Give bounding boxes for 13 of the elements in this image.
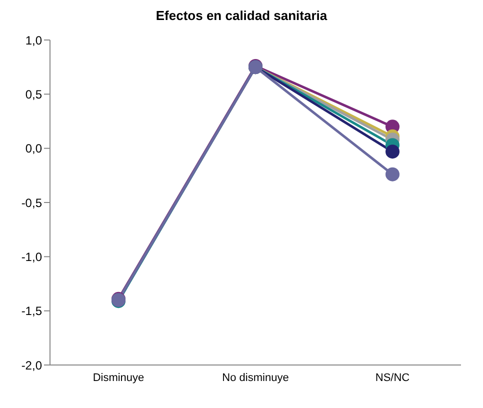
- x-tick-label: Disminuye: [92, 372, 144, 384]
- point: [386, 144, 400, 159]
- point: [386, 167, 400, 182]
- y-tick-label: -0,5: [21, 196, 42, 210]
- y-tick-label: 0,0: [25, 142, 42, 156]
- y-tick-label: 1,0: [25, 33, 42, 48]
- x-tick-label: NS/NC: [375, 372, 410, 384]
- y-tick-label: -1,0: [21, 250, 42, 264]
- y-tick-label: -1,5: [21, 304, 42, 318]
- chart-title: Efectos en calidad sanitaria: [154, 8, 328, 25]
- y-tick-label: 0,5: [25, 87, 42, 102]
- x-tick-label: No disminuye: [222, 372, 289, 384]
- y-tick-label: -2,0: [21, 358, 42, 372]
